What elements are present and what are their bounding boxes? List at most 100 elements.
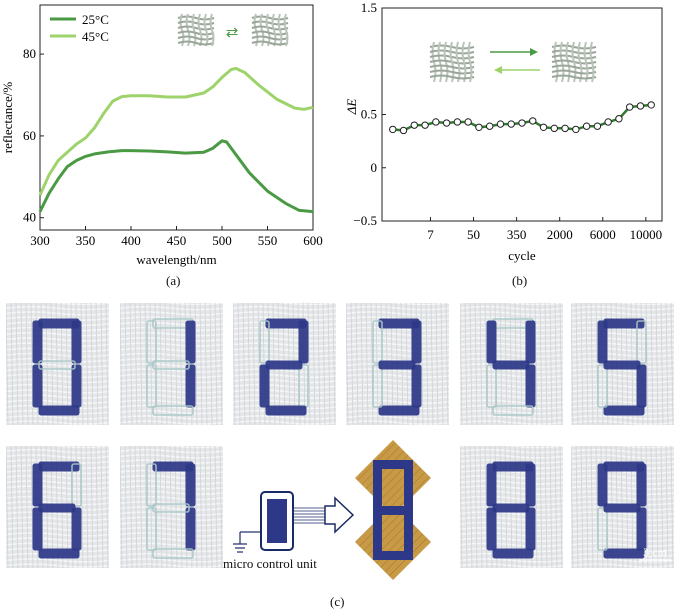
x-tick-label: 300 — [30, 233, 50, 248]
forward-arrow-head — [530, 48, 538, 56]
digit-photo — [460, 303, 563, 425]
segment-e — [486, 364, 497, 408]
segment-c — [185, 364, 196, 408]
segment-d — [492, 405, 534, 416]
x-tick-label: 500 — [212, 233, 232, 248]
x-tick-label: 6000 — [590, 227, 616, 242]
data-point — [453, 118, 462, 126]
data-point — [582, 122, 591, 130]
panel-b-caption: (b) — [512, 273, 528, 288]
segment-f — [32, 320, 43, 364]
segment-c — [411, 364, 422, 408]
panel-a: 300 350 400 450 500 550 600 40 60 80 wavelength/nm… — [0, 0, 330, 290]
digit-photo — [346, 303, 449, 425]
data-point — [410, 121, 419, 129]
digit-photo-svg — [460, 446, 563, 568]
data-point — [636, 102, 645, 110]
segment-g — [38, 503, 76, 513]
legend-label-1: 25°C — [82, 12, 109, 27]
data-point — [518, 119, 526, 127]
mcu-diagram: micro control unit — [223, 432, 435, 582]
fabric-icon — [177, 13, 215, 47]
segment-e — [146, 507, 157, 551]
data-point — [647, 101, 655, 109]
plot-frame — [381, 7, 663, 222]
backward-arrow-head — [494, 66, 502, 74]
x-tick-label: 550 — [258, 233, 278, 248]
x-tick-label: 2000 — [547, 227, 573, 242]
segment-d — [38, 548, 80, 559]
segment-b — [636, 463, 647, 507]
data-point — [399, 126, 408, 135]
x-tick-label: 400 — [121, 233, 141, 248]
digit-photo-svg — [571, 303, 674, 425]
segment-g — [603, 503, 641, 513]
seven-segment-display — [355, 440, 431, 580]
y-tick-label: 80 — [23, 46, 36, 61]
segment-c — [636, 364, 647, 408]
series-line-2 — [38, 66, 314, 196]
x-tick-label: 450 — [167, 233, 187, 248]
digit-photo-svg — [120, 446, 223, 568]
delta-e-chart: −0.5 0 0.5 1.5 7 50 350 2000 6000 10000 cycle ΔE — [344, 0, 663, 263]
digit-photo-svg — [6, 303, 109, 425]
segment-c — [525, 364, 536, 408]
y-tick-label: 1.5 — [361, 0, 377, 15]
segment-d — [152, 405, 194, 416]
segment-g — [378, 360, 416, 370]
segment-f — [486, 320, 497, 364]
data-point — [432, 118, 440, 126]
segment-e — [372, 364, 383, 408]
segment-f — [32, 463, 43, 507]
data-point — [593, 122, 602, 130]
x-tick-label: 600 — [303, 233, 323, 248]
digit-photo-svg — [346, 303, 449, 425]
digit-photo — [571, 303, 674, 425]
segment-g — [492, 503, 530, 513]
x-tick-label: 50 — [467, 227, 480, 242]
segment-b — [185, 463, 196, 507]
x-tick-label: 350 — [76, 233, 96, 248]
data-point — [550, 124, 559, 133]
series-line-1 — [38, 139, 314, 214]
digit-photo — [120, 446, 223, 568]
x-axis-label: cycle — [508, 248, 536, 263]
y-tick-label: −0.5 — [353, 213, 377, 228]
segment-d — [378, 405, 420, 416]
mcu-label: micro control unit — [223, 556, 317, 571]
data-point — [464, 118, 472, 126]
data-point — [529, 117, 537, 125]
x-tick-label: 350 — [507, 227, 526, 242]
data-point — [604, 118, 612, 126]
segment-e — [32, 507, 43, 551]
segment-d — [603, 548, 645, 559]
segment-b — [636, 320, 647, 364]
scale-bar-label: 3 cm — [643, 545, 667, 559]
segment-g — [38, 360, 76, 370]
digit-photo: 3 cm — [571, 446, 674, 568]
segment-c — [71, 364, 82, 408]
digit-photo-svg — [6, 446, 109, 568]
panel-a-caption: (a) — [166, 273, 181, 288]
data-point — [485, 122, 494, 130]
digit-photo-svg — [233, 303, 336, 425]
segment-f — [372, 320, 383, 364]
segment-e — [486, 507, 497, 551]
data-point — [507, 120, 515, 128]
digit-photo-svg — [460, 303, 563, 425]
segment-c — [185, 507, 196, 551]
y-axis-label: ΔE — [344, 99, 359, 116]
segment-e — [597, 507, 608, 551]
segment-b — [298, 320, 309, 364]
segment-f — [146, 463, 157, 507]
panel-c-caption: (c) — [330, 594, 345, 609]
segment-d — [603, 405, 645, 416]
y-tick-label: 0 — [371, 160, 378, 175]
segment-b — [71, 320, 82, 364]
data-point — [625, 103, 634, 111]
segment-b — [525, 463, 536, 507]
digit-photo-svg — [120, 303, 223, 425]
segment-c — [525, 507, 536, 551]
data-point — [442, 119, 451, 127]
segment-b — [411, 320, 422, 364]
